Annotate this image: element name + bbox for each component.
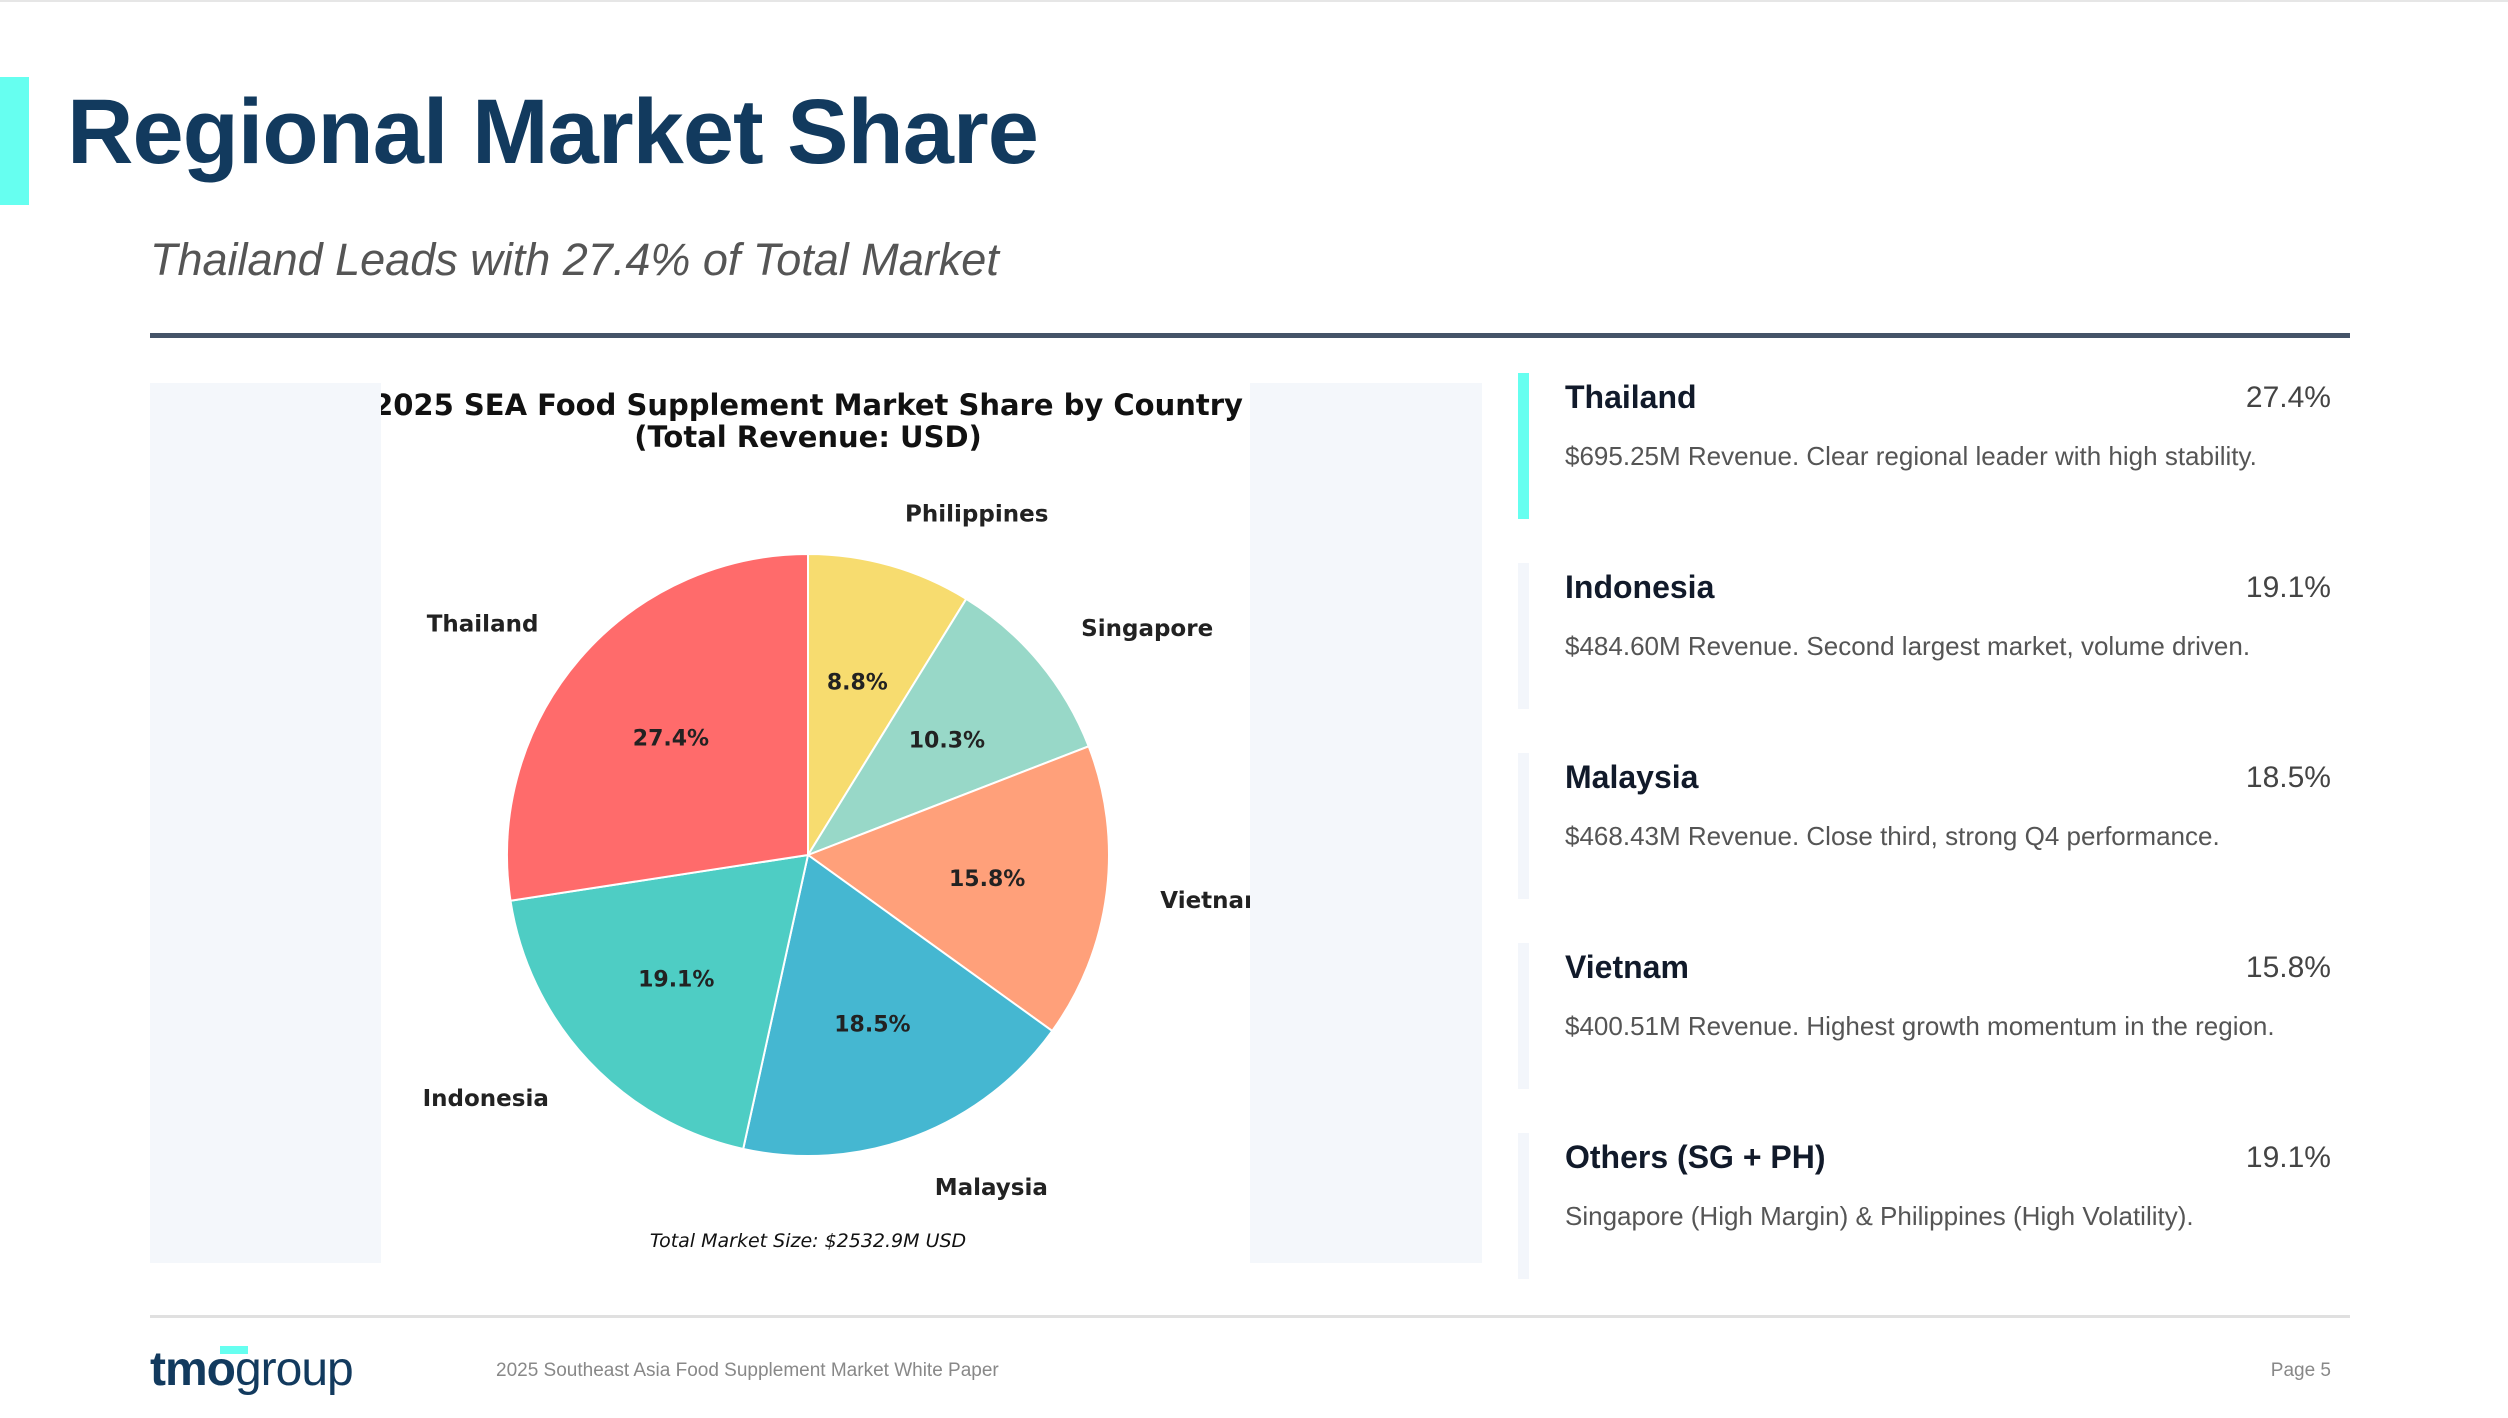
pie-pct-label: 18.5%	[834, 1013, 910, 1038]
chart-subtitle: (Total Revenue: USD)	[634, 420, 982, 454]
card-accent-bar	[1518, 1133, 1529, 1279]
pie-slice-thailand	[506, 552, 809, 902]
card-accent-bar	[1518, 753, 1529, 899]
pie-slice-philippines	[807, 552, 968, 859]
card-country: Thailand	[1565, 379, 1697, 415]
card-description: $468.43M Revenue. Close third, strong Q4…	[1565, 821, 2220, 851]
pie-pct-label: 10.3%	[909, 729, 985, 754]
pie-slice-indonesia	[509, 853, 810, 1151]
pie-category-label: Thailand	[427, 612, 539, 638]
market-card: Malaysia 18.5% $468.43M Revenue. Close t…	[1518, 753, 2350, 899]
pie-category-label: Indonesia	[423, 1086, 549, 1112]
market-card: Vietnam 15.8% $400.51M Revenue. Highest …	[1518, 943, 2350, 1089]
header-divider	[150, 333, 2350, 338]
card-share: 27.4%	[2245, 381, 2331, 414]
card-description: Singapore (High Margin) & Philippines (H…	[1565, 1201, 2194, 1231]
pie-category-label: Malaysia	[935, 1175, 1048, 1201]
chart-footnote: Total Market Size: $2532.9M USD	[650, 1230, 966, 1252]
footer-document-title: 2025 Southeast Asia Food Supplement Mark…	[496, 1360, 999, 1381]
logo-text-group: group	[234, 1343, 354, 1396]
pie-pct-label: 19.1%	[638, 968, 714, 993]
card-country: Vietnam	[1565, 949, 1689, 985]
card-share: 19.1%	[2245, 571, 2331, 604]
card-description: $695.25M Revenue. Clear regional leader …	[1565, 441, 2257, 471]
chart-title: 2025 SEA Food Supplement Market Share by…	[381, 388, 1243, 422]
title-accent-bar	[0, 77, 29, 205]
pie-pct-label: 15.8%	[949, 867, 1025, 892]
company-logo: tmogroup	[150, 1342, 354, 1397]
pie-slice-malaysia	[742, 853, 1054, 1157]
card-country: Indonesia	[1565, 569, 1715, 605]
pie-slice-singapore	[805, 597, 1090, 858]
card-accent-bar	[1518, 373, 1529, 519]
footer-divider	[150, 1315, 2350, 1318]
pie-chart: 2025 SEA Food Supplement Market Share by…	[381, 388, 1250, 1252]
card-country: Others (SG + PH)	[1565, 1139, 1826, 1175]
market-card: Others (SG + PH) 19.1% Singapore (High M…	[1518, 1133, 2350, 1279]
card-share: 19.1%	[2245, 1141, 2331, 1174]
pie-pct-label: 27.4%	[633, 726, 709, 751]
page-title: Regional Market Share	[67, 81, 1039, 183]
page-number: Page 5	[2270, 1360, 2331, 1381]
card-description: $400.51M Revenue. Highest growth momentu…	[1565, 1011, 2275, 1041]
card-share: 15.8%	[2245, 951, 2331, 984]
card-description: $484.60M Revenue. Second largest market,…	[1565, 631, 2251, 661]
card-accent-bar	[1518, 563, 1529, 709]
pie-slice-vietnam	[805, 744, 1110, 1033]
pie-category-label: Philippines	[905, 501, 1048, 527]
card-accent-bar	[1518, 943, 1529, 1089]
pie-category-label: Vietnam	[1160, 888, 1250, 914]
page-subtitle: Thailand Leads with 27.4% of Total Marke…	[150, 234, 999, 285]
card-share: 18.5%	[2245, 761, 2331, 794]
market-card: Indonesia 19.1% $484.60M Revenue. Second…	[1518, 563, 2350, 709]
logo-accent	[220, 1346, 248, 1354]
card-country: Malaysia	[1565, 759, 1699, 795]
pie-category-label: Singapore	[1081, 616, 1213, 642]
market-card: Thailand 27.4% $695.25M Revenue. Clear r…	[1518, 373, 2350, 519]
pie-pct-label: 8.8%	[827, 670, 888, 695]
